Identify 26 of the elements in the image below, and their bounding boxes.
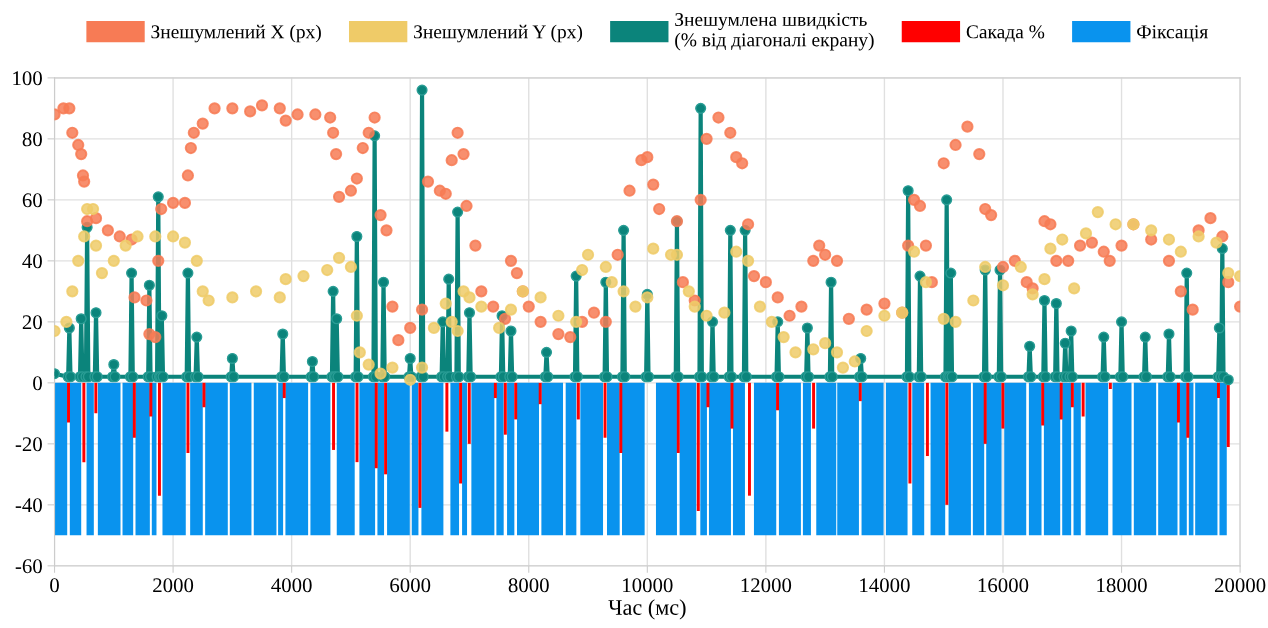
- legend-label: Сакада %: [966, 25, 1045, 42]
- x-tick-label: 2000: [153, 578, 194, 593]
- y-tick-label: 60: [22, 193, 42, 208]
- y-tick-label: -60: [15, 559, 42, 574]
- x-tick-label: 6000: [390, 578, 431, 593]
- y-tick-label: 80: [22, 132, 42, 147]
- legend-label: Знешумлений Y (px): [414, 24, 583, 43]
- y-tick-label: 0: [33, 376, 42, 391]
- legend-label: Знешумлений X (px): [151, 24, 321, 43]
- y-tick-label: 40: [22, 254, 42, 269]
- x-tick-label: 4000: [271, 578, 312, 593]
- legend-label: Фіксація: [1137, 25, 1208, 42]
- x-axis-title: Час (мс): [608, 599, 686, 620]
- x-tick-label: 14000: [860, 578, 910, 593]
- x-tick-label: 0: [50, 578, 59, 593]
- y-tick-label: -40: [15, 498, 42, 513]
- x-tick-label: 16000: [978, 578, 1029, 593]
- x-tick-label: 20000: [1214, 578, 1266, 593]
- x-tick-label: 8000: [508, 578, 549, 593]
- x-tick-label: 18000: [1097, 578, 1147, 593]
- x-tick-label: 10000: [623, 578, 673, 593]
- legend-label: Знешумлена швидкість (% від діагоналі екрану): [675, 12, 874, 51]
- y-tick-label: 20: [22, 315, 42, 330]
- y-tick-label: 100: [13, 71, 42, 86]
- y-tick-label: -20: [15, 437, 42, 452]
- x-tick-label: 12000: [741, 578, 792, 593]
